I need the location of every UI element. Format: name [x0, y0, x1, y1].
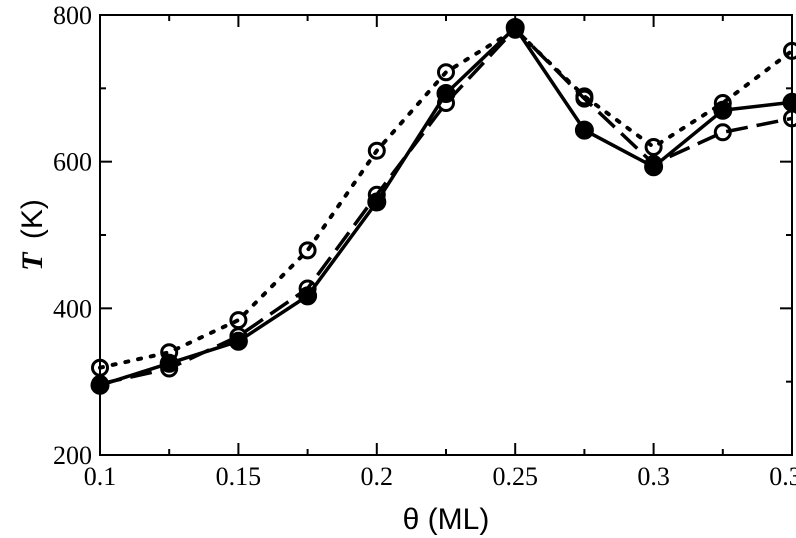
y-tick-label: 600: [53, 148, 92, 177]
data-point-dotted: [367, 141, 386, 160]
y-tick-label: 800: [53, 1, 92, 30]
x-tick-label: 0.25: [492, 462, 538, 491]
series-line-dashed: [99, 27, 793, 386]
data-point-solid: [713, 100, 733, 120]
data-point-solid: [367, 192, 387, 212]
data-point-dotted: [783, 41, 796, 60]
data-point-solid: [90, 375, 110, 395]
tick-marks: [99, 14, 793, 456]
y-axis-unit: (K): [16, 199, 49, 239]
data-point-solid: [436, 84, 456, 103]
x-tick-label: 0.15: [216, 462, 262, 491]
series-dashed: [91, 19, 796, 393]
series-dotted: [91, 20, 796, 377]
data-point-dotted: [575, 87, 594, 106]
data-point-dotted: [91, 358, 109, 377]
x-axis-label: θ (ML): [403, 503, 490, 536]
x-tick-label: 0.3: [637, 462, 670, 491]
series-layer: [90, 18, 796, 395]
data-point-solid: [782, 92, 796, 112]
data-point-dotted: [298, 241, 317, 260]
y-axis-symbol: T: [16, 251, 49, 271]
data-point-solid: [505, 18, 525, 37]
data-point-dotted: [229, 311, 248, 330]
y-tick-label: 200: [53, 441, 92, 470]
data-point-solid: [298, 286, 318, 306]
x-tick-label: 0.35: [769, 462, 796, 491]
data-point-solid: [159, 353, 179, 373]
tick-labels: 0.1 0.15 0.2 0.25 0.3 0.35 200 400 600 800: [53, 1, 796, 491]
data-point-dotted: [644, 138, 663, 156]
data-point-solid: [228, 331, 248, 351]
series-solid: [90, 18, 796, 395]
series-line-dotted: [98, 27, 794, 370]
x-tick-label: 0.1: [84, 462, 117, 491]
x-tick-label: 0.2: [361, 462, 394, 491]
data-point-solid: [574, 120, 594, 140]
y-axis-label: T (K): [16, 199, 49, 271]
data-point-dashed: [713, 123, 732, 142]
data-point-solid: [644, 157, 664, 177]
data-point-dotted: [437, 63, 455, 82]
y-tick-label: 400: [53, 294, 92, 323]
